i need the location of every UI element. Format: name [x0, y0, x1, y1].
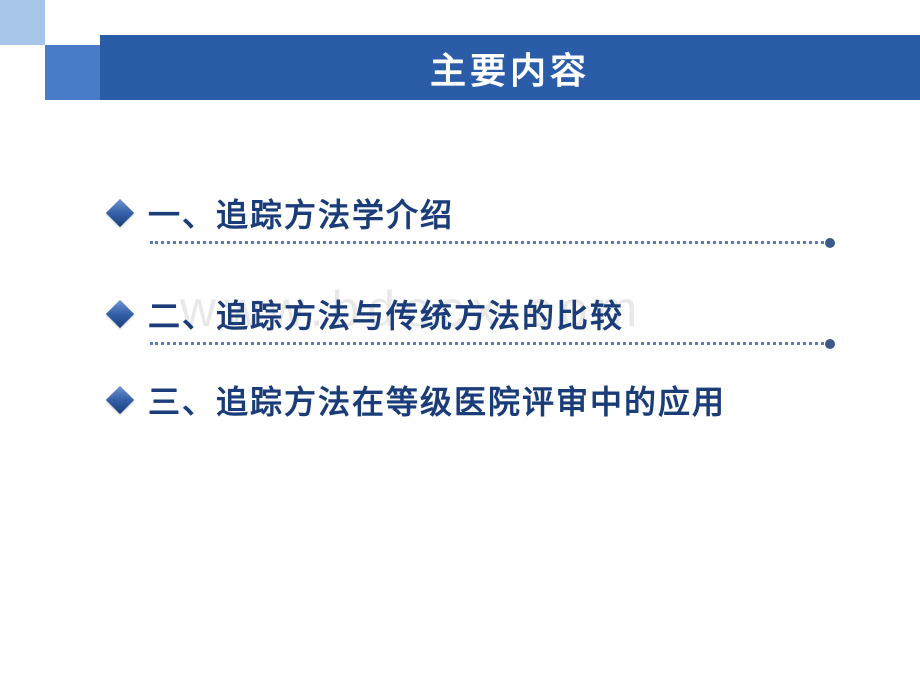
corner-block-dark — [45, 45, 100, 100]
content-item-1: 一、追踪方法学介绍 — [110, 190, 860, 236]
corner-block-light — [0, 0, 45, 45]
item-text-2: 二、追踪方法与传统方法的比较 — [148, 291, 624, 337]
dotted-line — [150, 342, 830, 345]
title-banner: 主要内容 — [100, 35, 920, 100]
content-item-2: 二、追踪方法与传统方法的比较 — [110, 291, 860, 337]
item-text-3: 三、追踪方法在等级医院评审中的应用 — [148, 377, 726, 423]
item-text-1: 一、追踪方法学介绍 — [148, 190, 454, 236]
line-end-dot — [825, 238, 835, 248]
content-area: 一、追踪方法学介绍 二、追踪方法与传统方法的比较 三、追踪方法在等级医院评审中的… — [110, 190, 860, 478]
dotted-line — [150, 241, 830, 244]
bullet-diamond-icon — [106, 199, 134, 227]
bullet-diamond-icon — [106, 386, 134, 414]
line-end-dot — [825, 339, 835, 349]
bullet-diamond-icon — [106, 300, 134, 328]
content-item-3: 三、追踪方法在等级医院评审中的应用 — [110, 377, 860, 423]
slide-title: 主要内容 — [430, 42, 590, 94]
